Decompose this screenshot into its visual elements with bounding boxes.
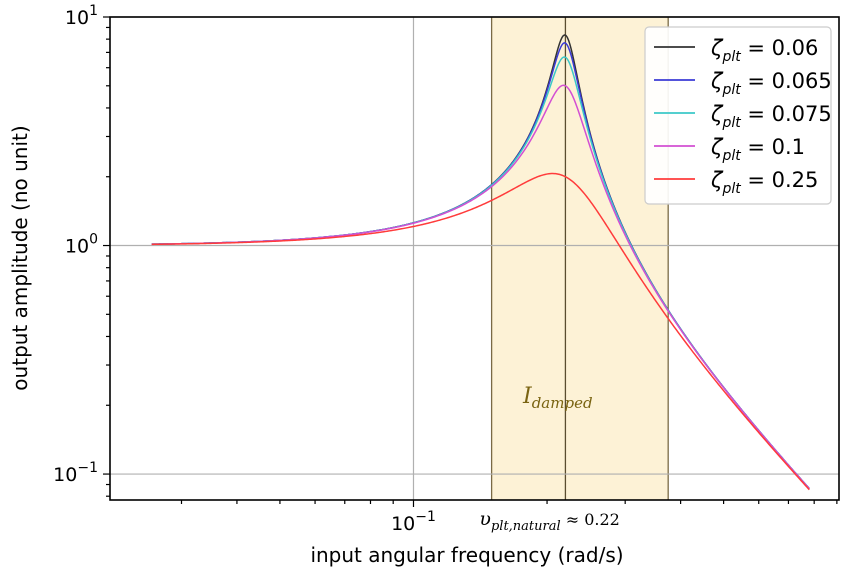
x-axis-label: input angular frequency (rad/s)	[310, 543, 623, 567]
y-axis-label: output amplitude (no unit)	[8, 125, 32, 390]
